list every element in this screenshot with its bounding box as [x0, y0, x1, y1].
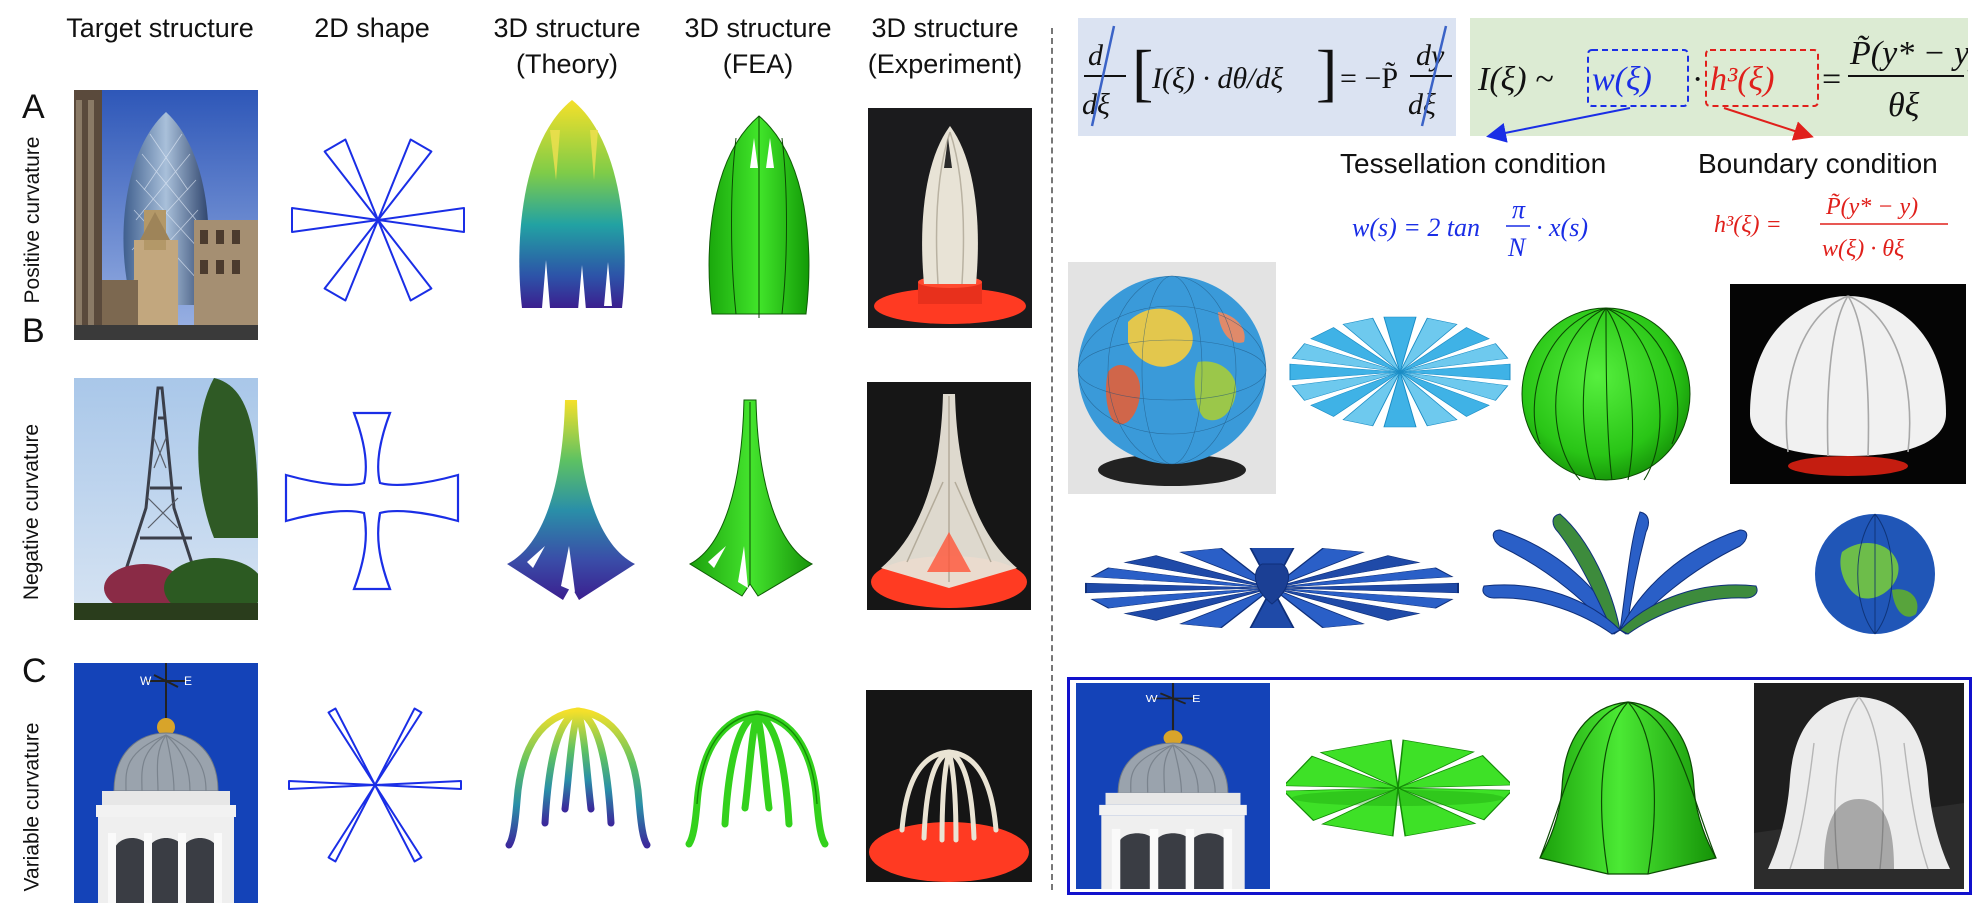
fea-cupola-green — [1538, 698, 1718, 876]
svg-text:W: W — [1146, 694, 1158, 705]
svg-text:h³(ξ) =: h³(ξ) = — [1714, 212, 1782, 238]
eq1-rhs-den: dξ — [1408, 88, 1436, 121]
boundary-label: Boundary condition — [1698, 148, 1938, 179]
photo-gherkin-tower — [74, 90, 258, 340]
svg-text:π: π — [1512, 195, 1526, 224]
eq2-h-term: h³(ξ) — [1710, 61, 1774, 98]
eq2-rhs-num: P̃(y* − y) — [1849, 34, 1968, 72]
shape-2d-cross — [282, 405, 462, 595]
header-target-structure: Target structure — [66, 13, 254, 43]
condition-arrows — [1486, 107, 1814, 143]
fea-sphere-green — [1520, 294, 1692, 482]
equation-box-2: I(ξ) ~ w(ξ) · h³(ξ) = P̃(y* − y) θξ — [1470, 18, 1981, 136]
svg-text:N: N — [1507, 233, 1527, 262]
equation-2-graphic: I(ξ) ~ w(ξ) · h³(ξ) = P̃(y* − y) θξ — [1477, 34, 1981, 124]
svg-text:· x(s): · x(s) — [1536, 213, 1588, 242]
eq2-rhs-den: θξ — [1888, 87, 1920, 124]
fea-3d-tower — [686, 396, 816, 602]
photo-experiment-tower — [867, 382, 1031, 610]
row-letter-b: B — [22, 312, 45, 350]
globe-closed — [1812, 512, 1938, 636]
header-3d-theory: 3D structure (Theory) — [493, 13, 641, 79]
header-3d-experiment: 3D structure (Experiment) — [867, 13, 1023, 79]
side-label-variable: Variable curvature — [20, 722, 44, 892]
panel-divider — [1051, 28, 1053, 890]
eq1-bracket-inner: I(ξ) · dθ/dξ — [1151, 62, 1283, 95]
equation-box-1: d dξ [ I(ξ) · dθ/dξ ] = −P̃ dy dξ — [1078, 18, 1456, 136]
eq2-lhs: I(ξ) ~ — [1477, 61, 1553, 98]
row-letter-c: C — [22, 652, 47, 690]
tessellation-label: Tessellation condition — [1340, 148, 1607, 179]
photo-experiment-bullet — [868, 108, 1032, 328]
photo-experiment-jellyfish — [866, 690, 1032, 882]
photo-eiffel-tower — [74, 378, 258, 620]
svg-text:[: [ — [1132, 37, 1153, 108]
header-2d-shape: 2D shape — [314, 13, 430, 43]
svg-text:W: W — [140, 674, 152, 688]
flat-flower-cyan — [1284, 312, 1516, 432]
side-label-negative: Negative curvature — [20, 423, 43, 601]
eq2-dot: · — [1692, 61, 1703, 98]
svg-text:P̃(y* − y): P̃(y* − y) — [1825, 193, 1918, 220]
photo-globe — [1068, 262, 1276, 494]
svg-text:]: ] — [1316, 37, 1337, 108]
shape-2d-six-arm-star — [280, 700, 470, 870]
photo-experiment-cupola — [1754, 683, 1964, 889]
tessellation-equation: w(s) = 2 tan π N · x(s) — [1352, 195, 1588, 262]
fea-3d-jellyfish — [683, 708, 831, 854]
svg-text:w(s) = 2 tan: w(s) = 2 tan — [1352, 213, 1480, 242]
cupola-frame — [1067, 677, 1972, 895]
eq1-equals: = −P̃ — [1340, 62, 1398, 95]
row-letter-a: A — [22, 88, 45, 126]
svg-text:E: E — [1192, 694, 1201, 705]
eq1-lhs-num: d — [1088, 39, 1104, 72]
header-3d-fea: 3D structure (FEA) — [684, 13, 832, 79]
svg-text:w(ξ) · θξ: w(ξ) · θξ — [1822, 236, 1905, 262]
shape-2d-eight-arm-star — [280, 130, 476, 310]
globe-flat-blue — [1082, 548, 1462, 628]
flat-flower-green — [1286, 738, 1510, 838]
theory-3d-jellyfish — [503, 705, 653, 855]
svg-text:E: E — [184, 674, 192, 688]
equation-1-graphic: d dξ [ I(ξ) · dθ/dξ ] = −P̃ dy dξ — [1082, 25, 1452, 127]
eq2-w-term: w(ξ) — [1592, 61, 1652, 98]
globe-opening — [1480, 510, 1760, 640]
theory-3d-bullet — [512, 90, 632, 322]
side-label-positive: Positive curvature — [21, 136, 44, 304]
fea-3d-bullet — [700, 108, 818, 328]
photo-experiment-sphere — [1730, 284, 1966, 484]
theory-3d-tower — [503, 396, 639, 602]
eq2-equals: = — [1822, 61, 1841, 98]
boundary-equation: h³(ξ) = P̃(y* − y) w(ξ) · θξ — [1714, 193, 1948, 262]
